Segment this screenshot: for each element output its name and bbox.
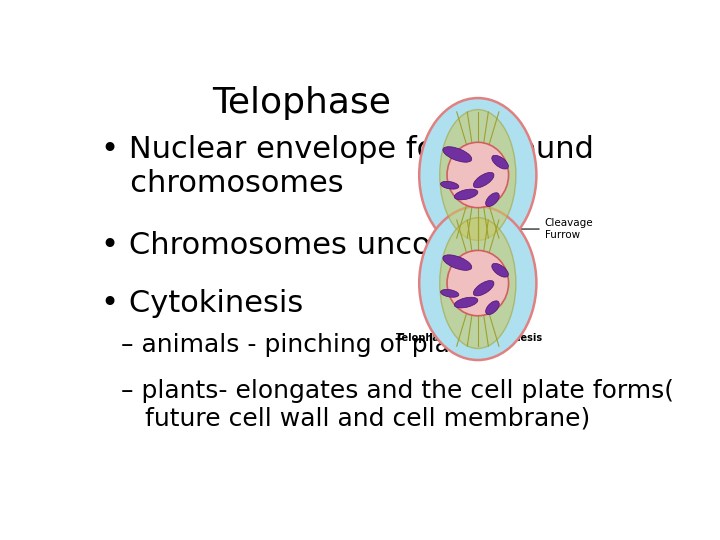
Ellipse shape <box>443 255 472 271</box>
Text: Cleavage
Furrow: Cleavage Furrow <box>545 218 593 240</box>
Ellipse shape <box>447 251 508 316</box>
Ellipse shape <box>492 156 508 169</box>
Text: Telophase: Telophase <box>212 85 392 119</box>
Ellipse shape <box>441 181 459 189</box>
Ellipse shape <box>454 189 478 200</box>
Text: • Chromosomes uncoil: • Chromosomes uncoil <box>101 231 448 260</box>
Ellipse shape <box>486 301 499 315</box>
Ellipse shape <box>447 143 508 208</box>
Text: • Nuclear envelope form around
   chromosomes: • Nuclear envelope form around chromosom… <box>101 136 594 198</box>
Text: – animals - pinching of plasma: – animals - pinching of plasma <box>121 333 503 357</box>
Text: Telophase and Cytokinesis: Telophase and Cytokinesis <box>397 333 542 343</box>
Ellipse shape <box>454 297 478 308</box>
Ellipse shape <box>440 218 516 348</box>
Text: • Cytokinesis: • Cytokinesis <box>101 289 303 319</box>
Ellipse shape <box>443 147 472 162</box>
Polygon shape <box>457 217 498 241</box>
Ellipse shape <box>473 172 494 188</box>
Ellipse shape <box>486 193 499 206</box>
Ellipse shape <box>473 281 494 296</box>
Ellipse shape <box>419 206 536 360</box>
Text: – plants- elongates and the cell plate forms(
   future cell wall and cell membr: – plants- elongates and the cell plate f… <box>121 379 674 430</box>
Ellipse shape <box>440 110 516 240</box>
Ellipse shape <box>419 98 536 252</box>
Ellipse shape <box>441 289 459 297</box>
Ellipse shape <box>492 264 508 277</box>
